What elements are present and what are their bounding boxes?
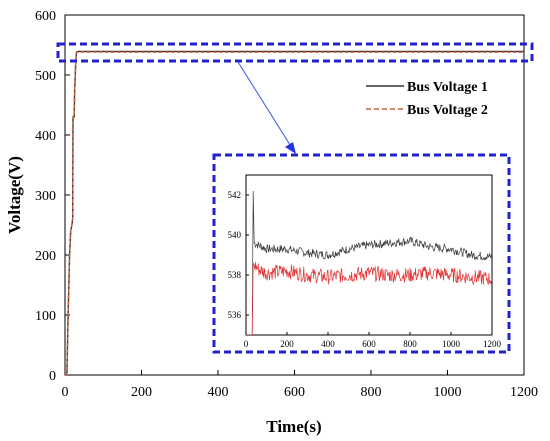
- inset-ticks: 0 200 400 600 800 1000 1200 536 538 540 542: [228, 190, 502, 349]
- inset-plot-frame: [245, 174, 493, 336]
- legend-label-bus-voltage-2: Bus Voltage 2: [407, 103, 488, 118]
- y-axis-title: Voltage(V): [5, 156, 24, 234]
- inset-x-tick-label: 1200: [483, 339, 502, 349]
- inset-x-tick-label: 600: [362, 339, 376, 349]
- x-tick-label: 600: [284, 385, 305, 400]
- x-tick-label: 200: [131, 385, 152, 400]
- zoom-arrowhead: [285, 142, 296, 154]
- inset-y-tick-label: 536: [228, 310, 242, 320]
- y-tick-label: 600: [35, 9, 56, 24]
- inset-series-line-2: [246, 261, 492, 335]
- inset-x-tick-label: 400: [321, 339, 335, 349]
- inset-x-tick-label: 0: [244, 339, 249, 349]
- inset-series-lines: [246, 190, 492, 335]
- main-ticks: 0 200 400 600 800 1000 1200 0 100 200 300 400 500 600: [35, 9, 538, 400]
- legend-label-bus-voltage-1: Bus Voltage 1: [407, 80, 488, 95]
- x-tick-label: 800: [361, 385, 382, 400]
- y-tick-label: 100: [35, 309, 56, 324]
- inset-x-tick-label: 200: [280, 339, 294, 349]
- inset-series-line-1: [246, 190, 492, 335]
- y-tick-label: 400: [35, 129, 56, 144]
- zoom-arrow: [237, 61, 293, 149]
- y-tick-label: 300: [35, 189, 56, 204]
- inset-x-tick-label: 800: [403, 339, 417, 349]
- x-axis-title: Time(s): [266, 417, 321, 436]
- inset-x-tick-label: 1000: [442, 339, 461, 349]
- main-series-lines: [65, 50, 524, 376]
- inset-y-tick-label: 540: [228, 230, 242, 240]
- inset-y-tick-label: 542: [228, 190, 242, 200]
- x-tick-label: 1200: [510, 385, 538, 400]
- series-line-2: [65, 51, 524, 376]
- inset-y-tick-label: 538: [228, 270, 242, 280]
- y-tick-label: 500: [35, 69, 56, 84]
- x-tick-label: 0: [62, 385, 69, 400]
- x-tick-label: 1000: [434, 385, 462, 400]
- x-tick-label: 400: [208, 385, 229, 400]
- legend: Bus Voltage 1 Bus Voltage 2: [366, 80, 488, 118]
- zoom-highlight-box: [56, 42, 534, 63]
- y-tick-label: 200: [35, 249, 56, 264]
- y-tick-label: 0: [49, 369, 56, 384]
